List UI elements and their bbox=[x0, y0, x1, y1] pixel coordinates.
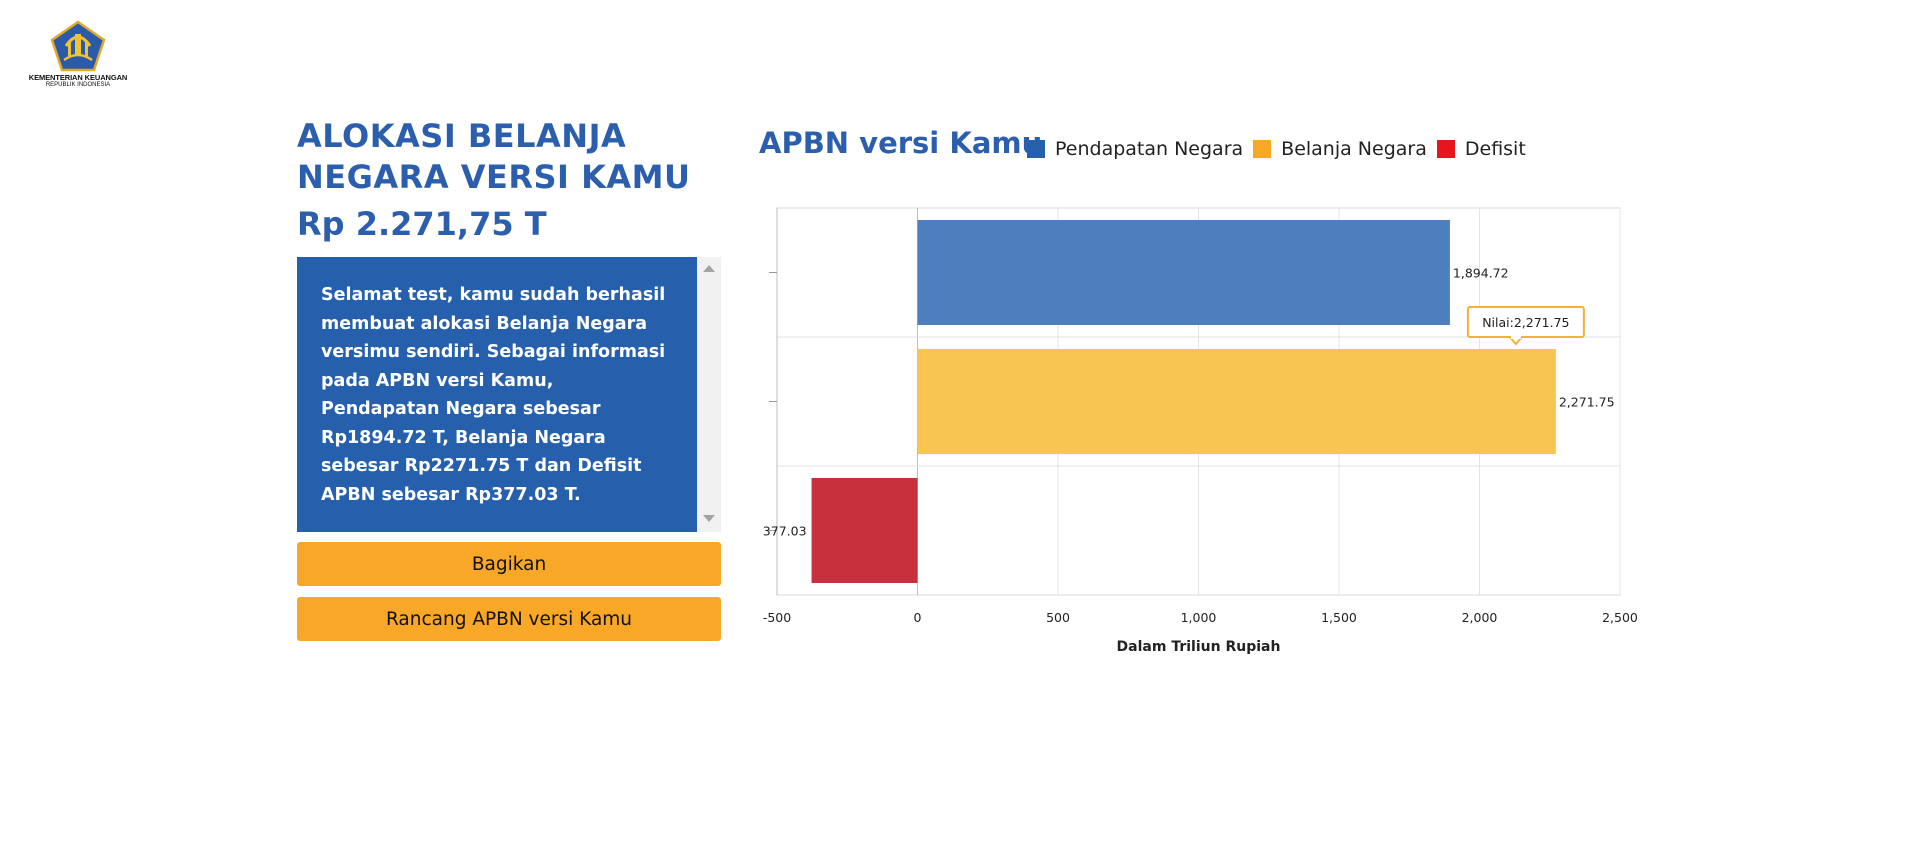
bar-belanja-negara[interactable] bbox=[917, 349, 1556, 454]
message-line: versimu sendiri. Sebagai informasi bbox=[321, 342, 666, 362]
message-line: Rp1894.72 T, Belanja Negara bbox=[321, 427, 606, 448]
message-line: Selamat test, kamu sudah berhasil bbox=[321, 285, 666, 305]
result-message-text: Selamat test, kamu sudah berhasil membua… bbox=[321, 281, 681, 509]
x-tick-label: -500 bbox=[763, 610, 791, 625]
page-title-line-1: ALOKASI BELANJA bbox=[297, 117, 627, 155]
result-message-box[interactable]: Selamat test, kamu sudah berhasil membua… bbox=[297, 257, 721, 532]
bar-value-label: 1,894.72 bbox=[1453, 266, 1509, 281]
message-line: Pendapatan Negara sebesar bbox=[321, 399, 601, 419]
total-spending-amount: Rp 2.271,75 T bbox=[297, 205, 547, 243]
bar-pendapatan-negara[interactable] bbox=[917, 220, 1450, 325]
ministry-emblem-icon bbox=[50, 20, 106, 72]
legend-item-belanja[interactable]: Belanja Negara bbox=[1253, 138, 1427, 160]
scroll-down-arrow-icon[interactable] bbox=[703, 515, 715, 522]
x-tick-label: 1,500 bbox=[1321, 610, 1357, 625]
message-scrollbar[interactable] bbox=[697, 257, 721, 532]
legend-swatch-belanja bbox=[1253, 140, 1272, 158]
legend-label-belanja: Belanja Negara bbox=[1281, 138, 1427, 160]
x-tick-label: 1,000 bbox=[1181, 610, 1217, 625]
bar-value-label: 2,271.75 bbox=[1559, 395, 1615, 410]
kemenkeu-logo[interactable]: KEMENTERIAN KEUANGAN REPUBLIK INDONESIA bbox=[26, 20, 130, 92]
bar-value-label: 377.03 bbox=[763, 524, 807, 539]
message-line: membuat alokasi Belanja Negara bbox=[321, 313, 648, 334]
legend-label-defisit: Defisit bbox=[1464, 138, 1526, 160]
x-axis-title: Dalam Triliun Rupiah bbox=[1117, 639, 1281, 655]
page-title-line-2: NEGARA VERSI KAMU bbox=[297, 158, 691, 196]
share-button[interactable]: Bagikan bbox=[297, 542, 721, 586]
legend-label-pendapatan: Pendapatan Negara bbox=[1055, 138, 1244, 160]
logo-org-subtitle: REPUBLIK INDONESIA bbox=[45, 82, 111, 88]
x-tick-label: 2,500 bbox=[1602, 610, 1638, 625]
chart-title: APBN versi Kamu bbox=[759, 126, 1043, 160]
design-apbn-button[interactable]: Rancang APBN versi Kamu bbox=[297, 597, 721, 641]
scroll-up-arrow-icon[interactable] bbox=[703, 265, 715, 272]
tooltip-pointer-mask bbox=[1510, 335, 1521, 339]
x-tick-label: 2,000 bbox=[1462, 610, 1498, 625]
tooltip-text: Nilai:2,271.75 bbox=[1482, 315, 1569, 330]
x-tick-label: 0 bbox=[914, 610, 922, 625]
logo-org-name: KEMENTERIAN KEUANGAN bbox=[28, 73, 128, 82]
legend-swatch-defisit bbox=[1436, 140, 1455, 158]
chart-legend: Pendapatan Negara Belanja Negara Defisit bbox=[1027, 138, 1536, 160]
bar-defisit[interactable] bbox=[811, 478, 918, 583]
legend-item-pendapatan[interactable]: Pendapatan Negara bbox=[1027, 138, 1243, 160]
page-title: ALOKASI BELANJA NEGARA VERSI KAMU bbox=[297, 116, 717, 198]
legend-item-defisit[interactable]: Defisit bbox=[1436, 138, 1526, 160]
legend-swatch-pendapatan bbox=[1027, 140, 1045, 158]
x-tick-label: 500 bbox=[1046, 610, 1070, 625]
message-line: sebesar Rp2271.75 T dan Defisit bbox=[321, 456, 642, 476]
message-line: pada APBN versi Kamu, bbox=[321, 370, 554, 391]
tooltip-box bbox=[1466, 306, 1585, 338]
message-line: APBN sebesar Rp377.03 T. bbox=[321, 484, 581, 505]
